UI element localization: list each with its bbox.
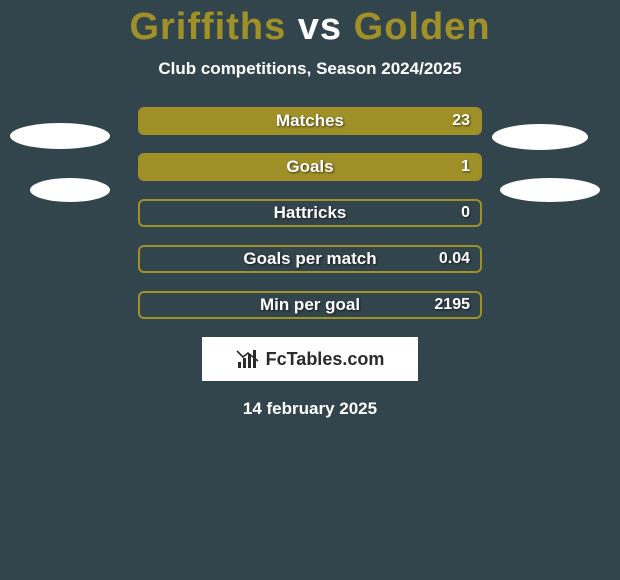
right-ellipse (500, 178, 600, 202)
stat-value-right: 0.04 (439, 250, 470, 268)
date-text: 14 february 2025 (0, 399, 620, 419)
stat-value-right: 0 (461, 204, 470, 222)
title-player2: Golden (354, 6, 491, 48)
chart-bars-icon (236, 348, 260, 370)
stat-row: Goals 1 (0, 153, 620, 181)
stat-pill: Min per goal 2195 (138, 291, 482, 319)
stat-label: Hattricks (274, 203, 347, 223)
stat-value-right: 1 (461, 158, 470, 176)
stat-value-right: 23 (452, 112, 470, 130)
stat-pill: Hattricks 0 (138, 199, 482, 227)
stat-label: Goals per match (243, 249, 376, 269)
stat-value-right: 2195 (434, 296, 470, 314)
stat-pill: Goals per match 0.04 (138, 245, 482, 273)
stat-label: Goals (286, 157, 333, 177)
stat-row: Goals per match 0.04 (0, 245, 620, 273)
logo-text: FcTables.com (266, 349, 385, 370)
stat-label: Matches (276, 111, 344, 131)
page-title: Griffiths vs Golden (0, 0, 620, 49)
right-ellipse (492, 124, 588, 150)
title-player1: Griffiths (129, 6, 286, 48)
stat-row: Hattricks 0 (0, 199, 620, 227)
title-vs: vs (298, 6, 342, 48)
logo-box: FcTables.com (202, 337, 418, 381)
stat-pill: Goals 1 (138, 153, 482, 181)
stat-pill: Matches 23 (138, 107, 482, 135)
subtitle: Club competitions, Season 2024/2025 (0, 59, 620, 79)
stat-row: Min per goal 2195 (0, 291, 620, 319)
left-ellipse (30, 178, 110, 202)
left-ellipse (10, 123, 110, 149)
stat-label: Min per goal (260, 295, 360, 315)
